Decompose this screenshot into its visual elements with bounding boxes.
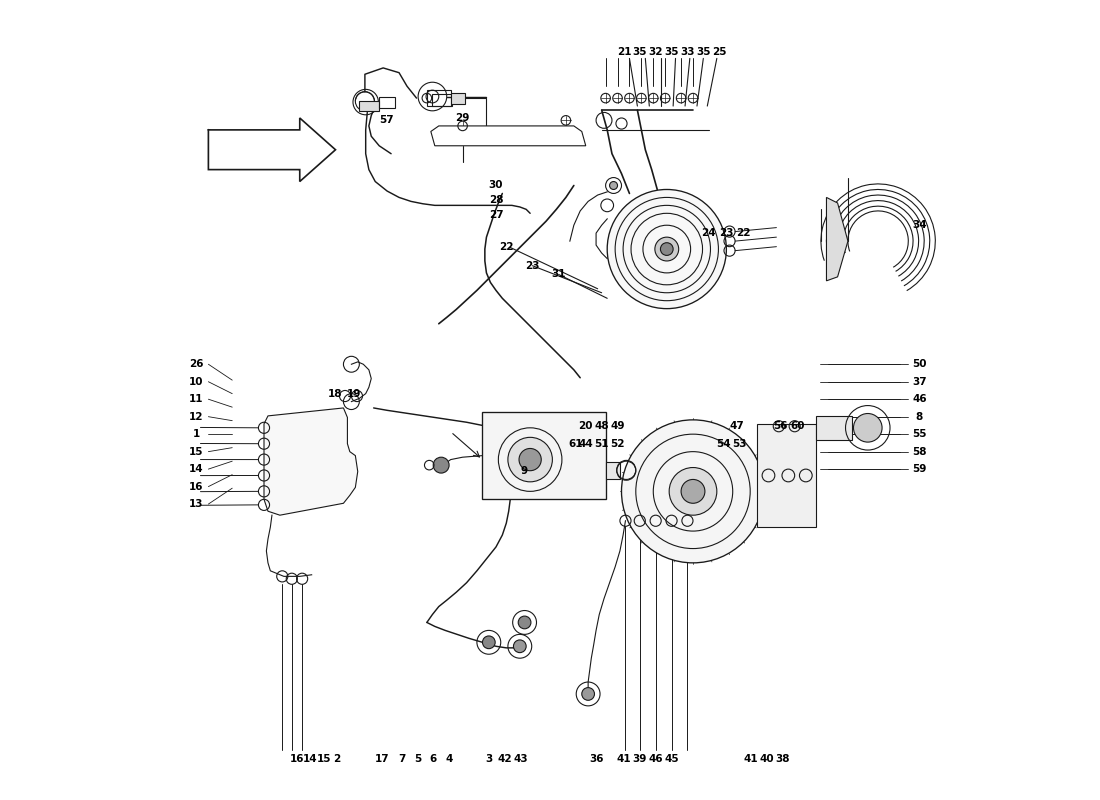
- Circle shape: [433, 457, 449, 473]
- Text: 39: 39: [632, 754, 647, 764]
- Text: 29: 29: [455, 113, 470, 123]
- Polygon shape: [826, 198, 848, 281]
- Text: 48: 48: [594, 422, 609, 431]
- Circle shape: [681, 479, 705, 503]
- Text: 10: 10: [189, 377, 204, 386]
- Circle shape: [609, 182, 617, 190]
- Text: 42: 42: [497, 754, 512, 764]
- Text: 30: 30: [488, 180, 503, 190]
- Bar: [427, 90, 451, 106]
- Text: 57: 57: [379, 114, 394, 125]
- Text: 38: 38: [776, 754, 790, 764]
- Bar: [757, 424, 816, 527]
- Text: 47: 47: [729, 422, 744, 431]
- Text: 37: 37: [912, 377, 926, 386]
- Polygon shape: [208, 118, 336, 182]
- Text: 60: 60: [791, 422, 805, 431]
- Circle shape: [518, 616, 531, 629]
- Circle shape: [514, 640, 526, 653]
- Bar: [606, 462, 620, 479]
- Text: 58: 58: [912, 446, 926, 457]
- Text: 25: 25: [712, 47, 726, 57]
- Text: 33: 33: [680, 47, 695, 57]
- Text: 1: 1: [192, 429, 200, 439]
- Bar: [432, 94, 452, 106]
- Bar: [816, 416, 851, 440]
- Circle shape: [621, 420, 764, 563]
- Text: 41: 41: [617, 754, 631, 764]
- Text: 41: 41: [744, 754, 758, 764]
- Circle shape: [582, 687, 594, 700]
- Text: 3: 3: [485, 754, 493, 764]
- Text: 35: 35: [664, 47, 679, 57]
- Text: 22: 22: [499, 242, 514, 253]
- Text: 6: 6: [430, 754, 437, 764]
- Text: 28: 28: [488, 194, 503, 205]
- Text: 22: 22: [737, 228, 751, 238]
- Text: 35: 35: [632, 47, 647, 57]
- Text: 27: 27: [488, 210, 504, 220]
- Text: 9: 9: [520, 466, 527, 476]
- Text: 46: 46: [648, 754, 663, 764]
- Circle shape: [519, 449, 541, 470]
- Text: 46: 46: [912, 394, 926, 404]
- Text: 4: 4: [446, 754, 453, 764]
- Bar: [379, 97, 395, 108]
- Bar: [360, 102, 379, 111]
- Bar: [451, 93, 465, 104]
- Text: 43: 43: [514, 754, 528, 764]
- Text: 15: 15: [189, 446, 204, 457]
- Text: 36: 36: [588, 754, 603, 764]
- Text: 61: 61: [569, 438, 583, 449]
- Polygon shape: [264, 408, 358, 515]
- Text: 26: 26: [189, 359, 204, 370]
- Circle shape: [483, 636, 495, 649]
- Circle shape: [660, 242, 673, 255]
- Circle shape: [854, 414, 882, 442]
- Text: 19: 19: [346, 389, 361, 398]
- Bar: [483, 412, 606, 499]
- Text: 31: 31: [551, 270, 566, 279]
- Text: 52: 52: [610, 438, 625, 449]
- Text: 35: 35: [696, 47, 711, 57]
- Circle shape: [508, 438, 552, 482]
- Text: 13: 13: [189, 499, 204, 509]
- Text: 5: 5: [414, 754, 421, 764]
- Text: 53: 53: [732, 438, 746, 449]
- Circle shape: [607, 190, 726, 309]
- Text: 21: 21: [617, 47, 631, 57]
- Text: 49: 49: [610, 422, 625, 431]
- Text: 23: 23: [719, 228, 734, 238]
- Text: 12: 12: [189, 412, 204, 422]
- Text: 2: 2: [333, 754, 341, 764]
- Text: 16: 16: [289, 754, 304, 764]
- Text: 54: 54: [716, 438, 730, 449]
- Text: 44: 44: [579, 438, 593, 449]
- Polygon shape: [431, 126, 586, 146]
- Text: 55: 55: [912, 429, 926, 439]
- Circle shape: [654, 237, 679, 261]
- Text: 7: 7: [398, 754, 405, 764]
- Text: 15: 15: [317, 754, 331, 764]
- Text: 20: 20: [579, 422, 593, 431]
- Text: 18: 18: [328, 389, 343, 398]
- Text: 23: 23: [526, 261, 540, 270]
- Text: 59: 59: [912, 464, 926, 474]
- Text: 16: 16: [189, 482, 204, 491]
- Text: 50: 50: [912, 359, 926, 370]
- Text: 14: 14: [302, 754, 318, 764]
- Text: 17: 17: [375, 754, 389, 764]
- Text: 24: 24: [702, 228, 716, 238]
- Text: 32: 32: [648, 47, 663, 57]
- Text: 11: 11: [189, 394, 204, 404]
- Text: 45: 45: [664, 754, 679, 764]
- Text: 34: 34: [912, 220, 926, 230]
- Text: 51: 51: [594, 438, 609, 449]
- Text: 56: 56: [773, 422, 788, 431]
- Text: 14: 14: [189, 464, 204, 474]
- Text: 8: 8: [916, 412, 923, 422]
- Text: 40: 40: [760, 754, 774, 764]
- Circle shape: [669, 467, 717, 515]
